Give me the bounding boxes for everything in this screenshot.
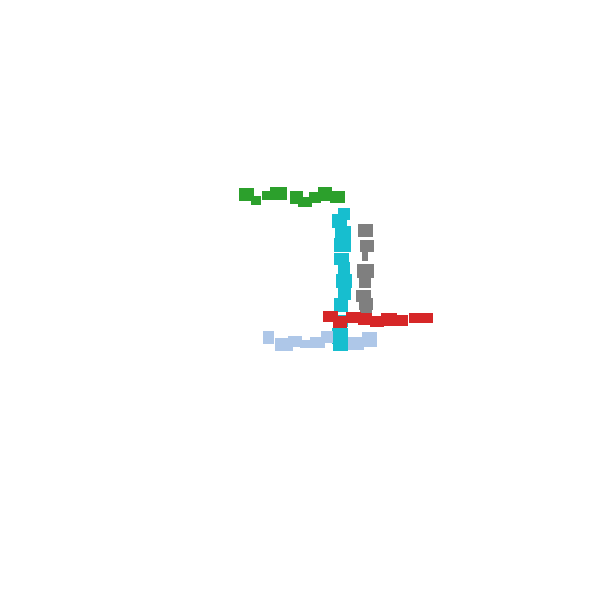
cyan-block bbox=[334, 298, 348, 312]
cyan-block bbox=[338, 262, 350, 276]
red-block bbox=[409, 313, 433, 323]
gray-block bbox=[359, 276, 371, 288]
cyan-block bbox=[336, 274, 352, 288]
cyan-block bbox=[335, 226, 351, 240]
gray-block bbox=[358, 224, 373, 237]
green-block bbox=[298, 197, 312, 207]
red-block bbox=[358, 313, 372, 325]
green-block bbox=[270, 187, 287, 200]
cyan-block bbox=[334, 238, 351, 252]
red-block bbox=[346, 312, 361, 323]
cyan-block bbox=[333, 339, 348, 351]
light-blue-block bbox=[310, 337, 325, 348]
gray-block bbox=[360, 240, 374, 252]
green-block bbox=[318, 187, 332, 201]
light-blue-block bbox=[263, 331, 274, 344]
light-blue-block bbox=[321, 331, 333, 343]
red-block bbox=[370, 316, 384, 327]
gray-block bbox=[359, 298, 373, 310]
light-blue-block bbox=[288, 336, 302, 347]
light-blue-block bbox=[362, 332, 377, 347]
gray-block bbox=[362, 251, 368, 261]
green-block bbox=[309, 192, 321, 203]
green-block bbox=[239, 188, 254, 201]
light-blue-block bbox=[348, 337, 364, 350]
green-block bbox=[262, 191, 272, 200]
green-block bbox=[251, 196, 261, 205]
cyan-block bbox=[338, 288, 351, 300]
light-blue-block bbox=[300, 340, 314, 348]
green-block bbox=[330, 191, 345, 203]
red-block bbox=[333, 316, 347, 328]
gray-block bbox=[357, 264, 374, 278]
cyan-block bbox=[332, 214, 347, 228]
red-block bbox=[392, 315, 408, 326]
red-block bbox=[323, 311, 338, 322]
